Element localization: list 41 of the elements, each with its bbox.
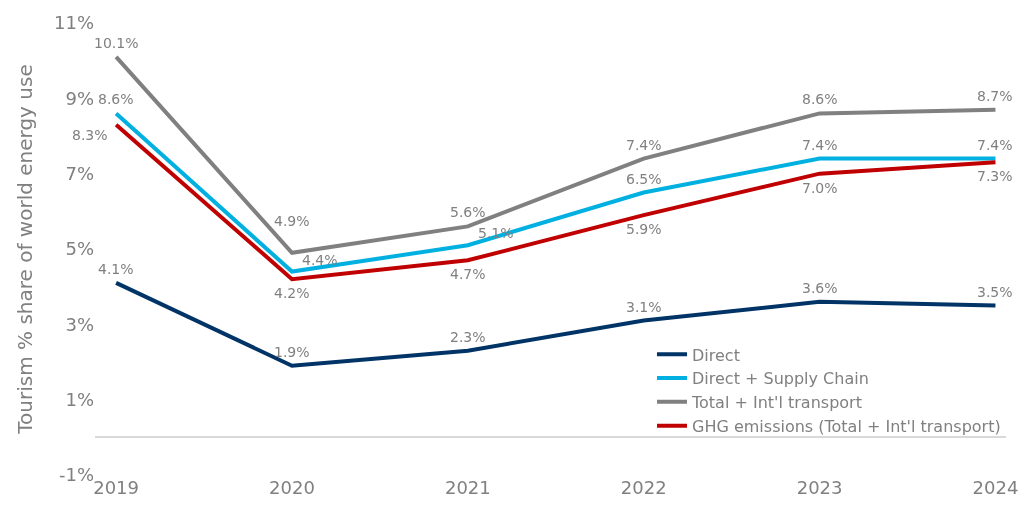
- data-label: 3.6%: [802, 280, 838, 296]
- data-label: 8.6%: [98, 91, 134, 107]
- y-tick-label: 9%: [65, 87, 94, 109]
- data-label: 2.3%: [450, 329, 486, 345]
- y-tick-label: 1%: [65, 388, 94, 410]
- x-tick-label: 2024: [972, 477, 1019, 498]
- x-tick-label: 2023: [796, 477, 843, 498]
- data-label: 7.4%: [626, 137, 662, 153]
- y-tick-label: 3%: [65, 313, 94, 335]
- data-label: 4.9%: [274, 213, 310, 229]
- data-label: 4.1%: [98, 261, 134, 277]
- data-label: 10.1%: [94, 35, 139, 51]
- data-label: 3.1%: [626, 299, 662, 315]
- y-tick-label: 5%: [65, 238, 94, 260]
- y-tick-label: 7%: [65, 162, 94, 184]
- data-label: 7.4%: [802, 137, 838, 153]
- y-axis-title: Tourism % share of world energy use: [13, 64, 38, 435]
- y-tick-label: 11%: [53, 12, 94, 34]
- legend-label: Direct + Supply Chain: [692, 369, 869, 389]
- data-label: 5.6%: [450, 204, 486, 220]
- x-tick-label: 2019: [93, 477, 140, 498]
- data-label: 7.4%: [977, 137, 1013, 153]
- data-label: 1.9%: [274, 344, 310, 360]
- x-tick-label: 2022: [620, 477, 667, 498]
- data-label: 8.7%: [977, 88, 1013, 104]
- data-label: 4.7%: [450, 266, 486, 282]
- legend-label: GHG emissions (Total + Int'l transport): [692, 416, 1001, 436]
- data-label: 4.4%: [302, 252, 338, 268]
- x-tick-label: 2021: [444, 477, 491, 498]
- data-label: 6.5%: [626, 171, 662, 187]
- data-label: 7.0%: [802, 180, 838, 196]
- y-tick-label: -1%: [58, 464, 94, 486]
- legend-label: Total + Int'l transport: [691, 393, 862, 413]
- data-label: 8.3%: [72, 127, 108, 143]
- x-tick-label: 2020: [269, 477, 315, 498]
- data-label: 7.3%: [977, 168, 1013, 184]
- data-label: 3.5%: [977, 284, 1013, 300]
- data-label: 8.6%: [802, 91, 838, 107]
- data-label: 4.2%: [274, 285, 310, 301]
- data-label: 5.9%: [626, 221, 662, 237]
- legend-label: Direct: [692, 345, 740, 365]
